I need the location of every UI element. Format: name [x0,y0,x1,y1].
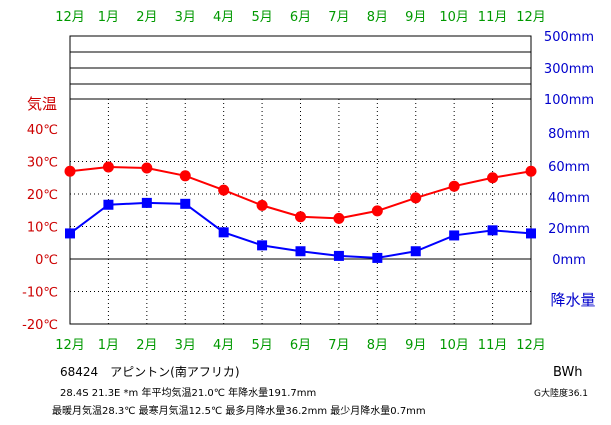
precipitation-series [65,197,536,263]
precipitation-axis: 0mm 20mm 40mm 60mm 80mm 100mm 300mm 500mm [544,30,594,268]
precipitation-point [218,227,229,238]
month-label: 6月 [290,10,311,25]
month-label: 1月 [98,10,119,25]
month-label: 1月 [98,338,119,353]
temperature-point [64,165,76,177]
precipitation-axis-title: 降水量 [550,291,595,309]
temperature-axis-title: 気温 [27,95,57,113]
precipitation-point [257,240,268,251]
precipitation-point [449,230,460,241]
precipitation-point [295,246,306,257]
precip-tick-label: 80mm [548,127,590,142]
temperature-point [256,199,268,211]
continentality-index: G大陸度36.1 [534,389,589,399]
month-label: 7月 [328,338,349,353]
temperature-point [218,184,230,196]
precipitation-point [65,228,75,239]
climate-classification: BWh [553,365,583,380]
temp-tick-label: -10℃ [22,286,58,301]
month-label: 11月 [478,10,508,25]
temperature-point [102,161,114,173]
precip-tick-label: 0mm [552,253,586,268]
precip-tick-label: 300mm [544,62,594,77]
month-label: 9月 [405,10,426,25]
month-label: 8月 [367,338,388,353]
temperature-point [410,192,422,204]
temperature-series [64,161,537,224]
month-label: 9月 [405,338,426,353]
month-label: 3月 [175,10,196,25]
precip-tick-label: 500mm [544,30,594,45]
month-label: 5月 [251,338,272,353]
temp-tick-label: 40℃ [27,123,58,138]
temp-tick-label: 0℃ [35,253,58,268]
month-label: 12月 [516,338,546,353]
temp-tick-label: 30℃ [27,156,58,171]
month-label: 3月 [175,338,196,353]
top-month-axis: 12月 1月 2月 3月 4月 5月 6月 7月 8月 9月 10月 11月 12月 [55,10,546,25]
temperature-point [333,212,345,224]
temperature-line [69,166,532,220]
station-stats-line1: 28.4S 21.3E *m 年平均気温21.0℃ 年降水量191.7mm [60,388,317,399]
month-label: 4月 [213,10,234,25]
month-label: 2月 [136,10,157,25]
month-label: 12月 [516,10,546,25]
temperature-point [371,205,383,217]
station-stats-line2: 最暖月気温28.3℃ 最寒月気温12.5℃ 最多月降水量36.2mm 最少月降水… [52,406,426,417]
precip-tick-label: 100mm [544,93,594,108]
precipitation-point [526,228,536,239]
month-label: 12月 [55,10,85,25]
temperature-point [295,211,306,223]
month-label: 7月 [328,10,349,25]
precipitation-point [333,250,344,261]
precip-tick-label: 60mm [548,160,590,175]
month-label: 10月 [439,338,469,353]
temperature-point [141,162,153,174]
month-label: 6月 [290,338,311,353]
temp-tick-label: -20℃ [22,318,58,333]
month-label: 2月 [136,338,157,353]
month-label: 8月 [367,10,388,25]
temperature-point [487,172,499,184]
month-label: 5月 [251,10,272,25]
month-label: 4月 [213,338,234,353]
precipitation-point [410,246,421,257]
precipitation-point [487,225,498,236]
bottom-month-axis: 12月 1月 2月 3月 4月 5月 6月 7月 8月 9月 10月 11月 12月 [55,338,546,353]
temperature-point [448,180,460,192]
precipitation-point [103,199,114,210]
precip-tick-label: 40mm [548,191,590,206]
temp-tick-label: 10℃ [27,221,58,236]
station-name: 68424 アピントン(南アフリカ) [60,365,240,379]
temp-tick-label: 20℃ [27,188,58,203]
month-label: 10月 [439,10,469,25]
precipitation-point [180,198,191,209]
chart-grid [69,35,532,325]
temperature-axis: 40℃ 30℃ 20℃ 10℃ 0℃ -10℃ -20℃ [22,123,58,333]
temperature-point [525,165,537,177]
precipitation-point [372,252,383,263]
month-label: 11月 [478,338,508,353]
precip-tick-label: 20mm [548,222,590,237]
precipitation-point [141,197,152,208]
month-label: 12月 [55,338,85,353]
temperature-point [179,170,191,182]
